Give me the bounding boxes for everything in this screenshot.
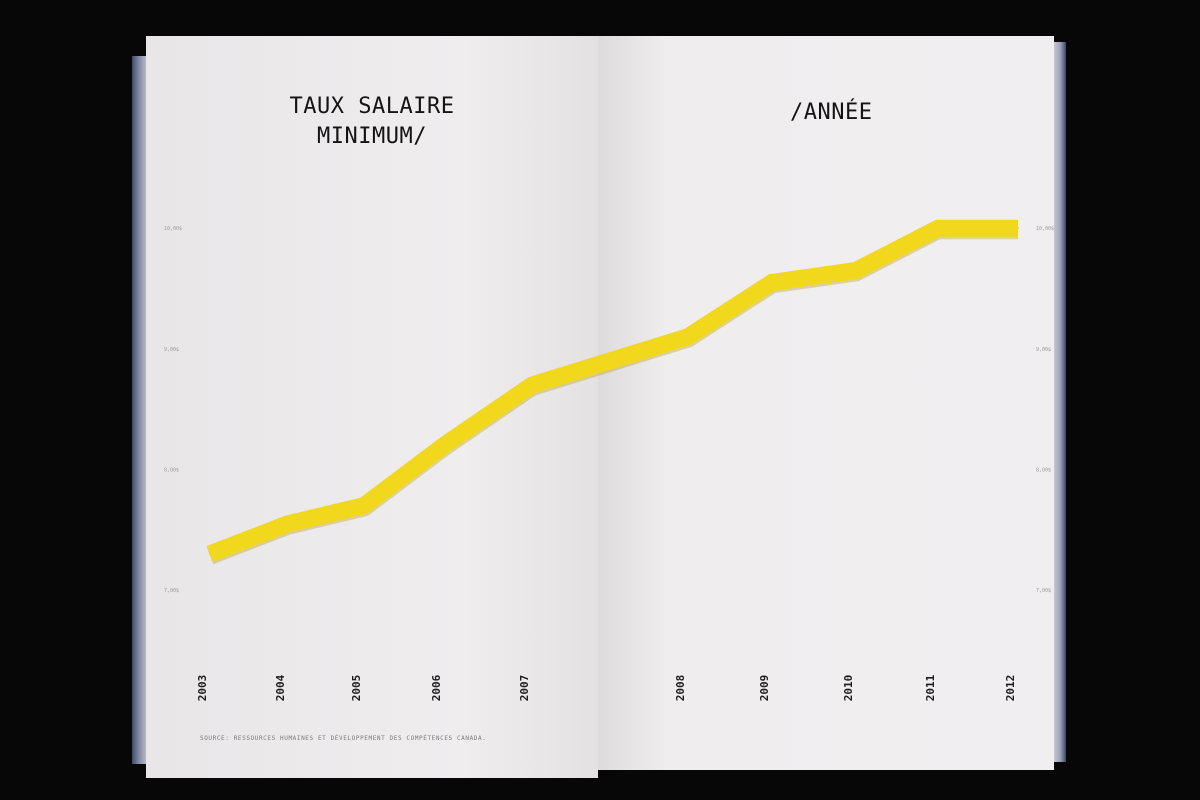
series-line bbox=[206, 219, 1018, 562]
y-tick-label-left: 8,00$ bbox=[164, 467, 179, 473]
title-line-2: MINIMUM/ bbox=[317, 124, 427, 149]
data-point-2005 bbox=[363, 504, 365, 507]
x-tick-label: 2007 bbox=[518, 675, 531, 702]
data-point-2003 bbox=[209, 552, 211, 555]
data-point-2012 bbox=[1017, 227, 1019, 230]
x-tick-label: 2010 bbox=[842, 675, 855, 702]
data-point-2009 bbox=[771, 281, 773, 284]
title-line-1: TAUX SALAIRE bbox=[289, 94, 455, 119]
x-tick-label: 2004 bbox=[274, 674, 287, 701]
x-tick-label: 2009 bbox=[758, 675, 771, 702]
y-tick-label-right: 9,00$ bbox=[1036, 347, 1051, 353]
chart-title-left: TAUX SALAIRE MINIMUM/ bbox=[282, 92, 462, 152]
chart-title-right: /ANNÉE bbox=[790, 100, 873, 125]
x-tick-label: 2005 bbox=[350, 675, 363, 702]
x-tick-label: 2012 bbox=[1004, 675, 1017, 702]
x-tick-label: 2006 bbox=[430, 674, 443, 701]
data-point-2006 bbox=[443, 444, 445, 447]
x-tick-label: 2003 bbox=[196, 675, 209, 702]
left-page-edge bbox=[132, 56, 148, 764]
y-tick-label-right: 10,00$ bbox=[1036, 226, 1054, 232]
y-tick-label-right: 8,00$ bbox=[1036, 467, 1051, 473]
source-note: SOURCE: RESSOURCES HUMAINES ET DÉVELOPPE… bbox=[200, 735, 487, 742]
data-point-2007 bbox=[531, 383, 533, 386]
data-point-2008 bbox=[687, 335, 689, 338]
x-tick-label: 2008 bbox=[674, 675, 687, 702]
y-tick-label-left: 7,00$ bbox=[164, 588, 179, 594]
left-page bbox=[146, 36, 598, 778]
y-tick-label-left: 10,00$ bbox=[164, 226, 182, 232]
y-tick-label-right: 7,00$ bbox=[1036, 588, 1051, 594]
right-page-edge bbox=[1052, 42, 1066, 762]
data-point-2004 bbox=[287, 522, 289, 525]
right-page bbox=[598, 36, 1054, 770]
data-point-2010 bbox=[855, 269, 857, 272]
y-tick-label-left: 9,00$ bbox=[164, 347, 179, 353]
data-point-2011 bbox=[937, 227, 939, 230]
x-tick-label: 2011 bbox=[924, 674, 937, 701]
